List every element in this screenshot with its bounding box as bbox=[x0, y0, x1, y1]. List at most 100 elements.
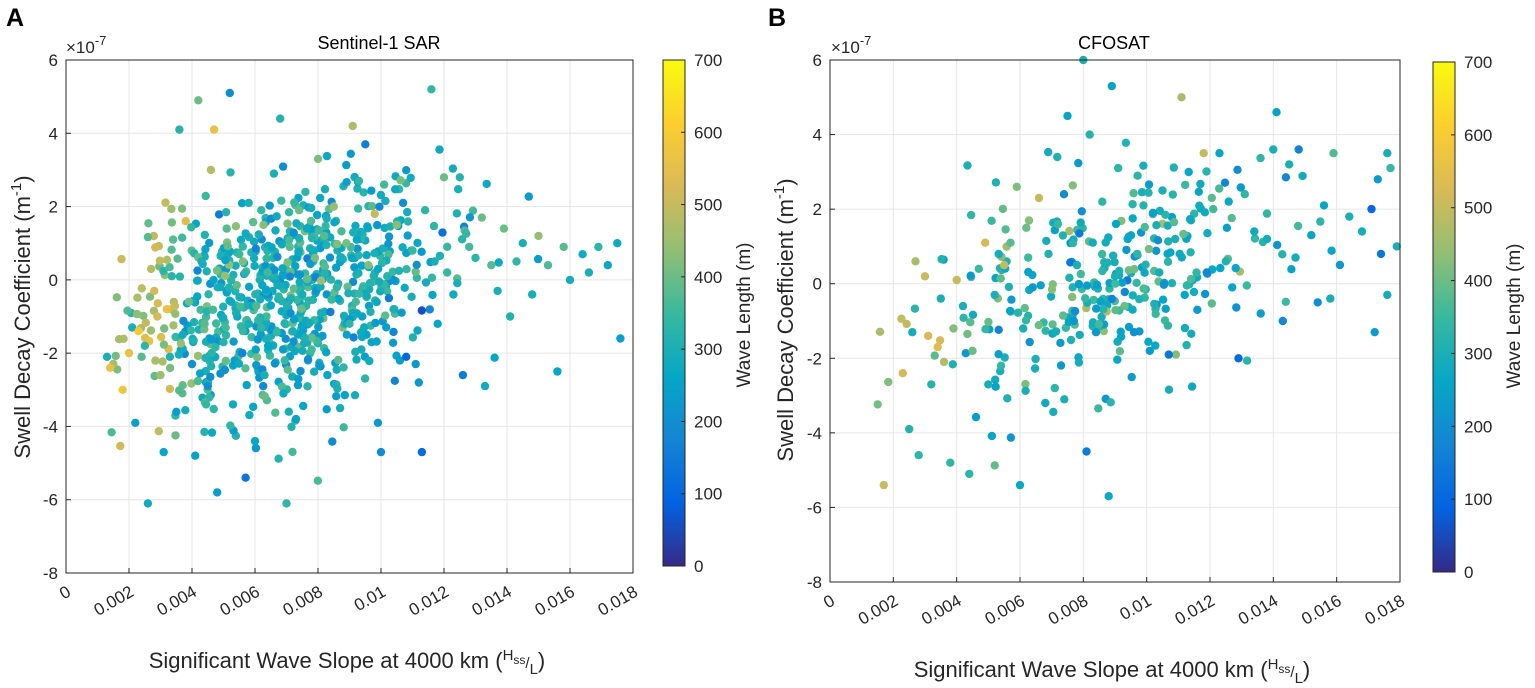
scatter-point bbox=[1171, 350, 1181, 359]
scatter-point bbox=[559, 242, 568, 252]
scatter-point bbox=[174, 350, 184, 359]
scatter-point bbox=[294, 374, 303, 384]
scatter-point bbox=[359, 282, 368, 291]
scatter-point bbox=[1092, 304, 1101, 313]
scatter-point bbox=[1020, 303, 1029, 313]
scatter-point bbox=[365, 279, 375, 288]
scatter-point bbox=[1233, 165, 1242, 174]
scatter-point bbox=[134, 327, 143, 336]
scatter-point bbox=[420, 206, 430, 215]
scatter-point bbox=[146, 326, 156, 335]
scatter-point bbox=[290, 346, 299, 356]
scatter-point bbox=[524, 192, 533, 201]
scatter-point bbox=[220, 271, 230, 280]
scatter-point bbox=[1278, 316, 1288, 326]
scatter-point bbox=[389, 305, 398, 314]
scatter-point bbox=[330, 218, 339, 227]
scatter-point bbox=[412, 260, 421, 269]
scatter-point bbox=[351, 347, 360, 356]
scatter-point bbox=[373, 220, 382, 230]
x-tick-label: 0.008 bbox=[280, 582, 326, 620]
scatter-point bbox=[1392, 242, 1402, 251]
scatter-point bbox=[307, 233, 317, 243]
scatter-point bbox=[362, 251, 371, 260]
scatter-point bbox=[211, 319, 221, 328]
scatter-point bbox=[334, 355, 343, 365]
scatter-point bbox=[284, 407, 293, 416]
scatter-point bbox=[340, 390, 349, 400]
scatter-point bbox=[1164, 350, 1174, 359]
scatter-point bbox=[1003, 394, 1012, 403]
scatter-point bbox=[193, 266, 202, 275]
scatter-point bbox=[350, 263, 359, 272]
scatter-point bbox=[1316, 217, 1325, 226]
scatter-point bbox=[991, 375, 1000, 384]
scatter-point bbox=[1163, 321, 1173, 330]
x-tick-label: 0.008 bbox=[1045, 591, 1091, 629]
scatter-point bbox=[186, 326, 196, 335]
scatter-point bbox=[1327, 246, 1336, 255]
scatter-point bbox=[322, 405, 331, 414]
scatter-point bbox=[339, 423, 348, 432]
scatter-point bbox=[1250, 227, 1259, 236]
scatter-point bbox=[1089, 295, 1098, 305]
scatter-point bbox=[382, 323, 391, 332]
scatter-point bbox=[1164, 385, 1174, 394]
scatter-point bbox=[427, 273, 437, 282]
scatter-point bbox=[1049, 407, 1058, 417]
scatter-point bbox=[1177, 253, 1187, 262]
scatter-point bbox=[354, 176, 364, 186]
colorbar-tick-label: 700 bbox=[1464, 53, 1492, 72]
scatter-point bbox=[482, 179, 491, 189]
scatter-point bbox=[1056, 361, 1066, 370]
scatter-point bbox=[584, 268, 594, 277]
scatter-point bbox=[518, 239, 527, 248]
scatter-point bbox=[241, 229, 250, 238]
scatter-point bbox=[1116, 327, 1125, 336]
scatter-point bbox=[161, 198, 170, 207]
scatter-point bbox=[1140, 268, 1149, 277]
scatter-point bbox=[295, 270, 305, 279]
scatter-point bbox=[318, 331, 327, 341]
scatter-point bbox=[165, 363, 175, 373]
scatter-point bbox=[1151, 309, 1160, 319]
scatter-point bbox=[216, 369, 225, 378]
scatter-point bbox=[1137, 188, 1147, 197]
scatter-point bbox=[1144, 188, 1153, 197]
scatter-point bbox=[1194, 187, 1204, 196]
scatter-point bbox=[1140, 222, 1150, 232]
scatter-point bbox=[1262, 234, 1272, 244]
scatter-point bbox=[1128, 291, 1138, 300]
scatter-point bbox=[1121, 138, 1131, 147]
scatter-point bbox=[1139, 201, 1148, 210]
scatter-point bbox=[350, 391, 360, 400]
scatter-point bbox=[235, 293, 244, 302]
scatter-point bbox=[351, 221, 360, 230]
scatter-point bbox=[219, 313, 228, 322]
scatter-point bbox=[403, 217, 413, 226]
scatter-point bbox=[1024, 267, 1033, 277]
scatter-point bbox=[345, 319, 354, 328]
scatter-point bbox=[935, 336, 945, 345]
scatter-point bbox=[1153, 236, 1163, 245]
y-tick-label: -6 bbox=[807, 498, 822, 517]
scatter-point bbox=[123, 306, 132, 315]
scatter-point bbox=[413, 238, 422, 248]
scatter-point bbox=[1234, 354, 1243, 363]
scatter-point bbox=[221, 356, 230, 366]
scatter-point bbox=[1144, 337, 1153, 346]
scatter-point bbox=[984, 380, 993, 389]
scatter-point bbox=[241, 473, 250, 482]
scatter-point bbox=[1367, 204, 1376, 214]
scatter-point bbox=[1158, 295, 1168, 304]
scatter-point bbox=[1075, 229, 1084, 238]
scatter-point bbox=[381, 196, 390, 206]
scatter-point bbox=[253, 335, 262, 344]
scatter-point bbox=[1285, 160, 1294, 169]
scatter-point bbox=[271, 408, 280, 417]
scatter-point bbox=[107, 428, 116, 437]
scatter-point bbox=[322, 240, 331, 250]
scatter-point bbox=[884, 377, 893, 387]
scatter-point bbox=[493, 286, 502, 296]
colorbar-label: Wave Length (m) bbox=[734, 242, 755, 387]
